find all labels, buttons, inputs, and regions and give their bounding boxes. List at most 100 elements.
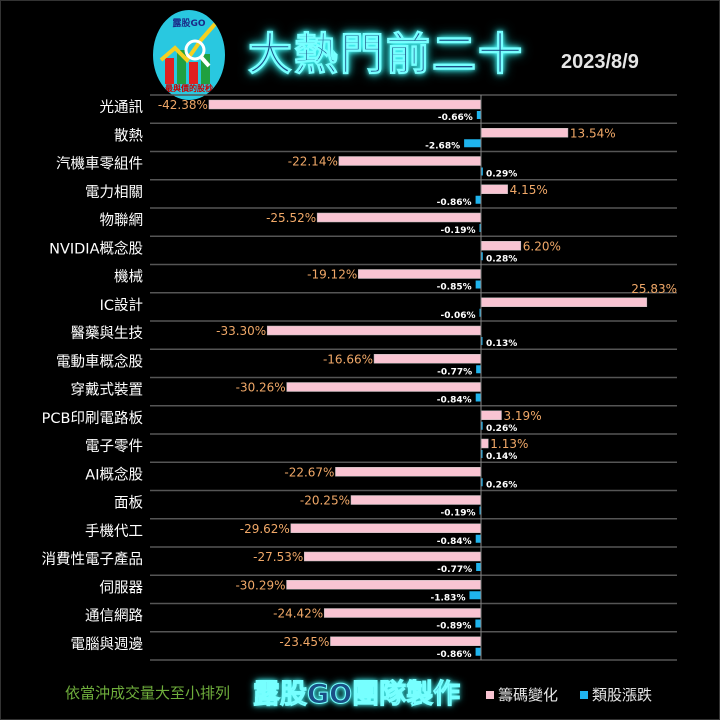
- category-label: 電腦與週邊: [71, 636, 144, 653]
- page-title: 大熱門前二十: [248, 29, 524, 81]
- chip-bar: [266, 325, 482, 336]
- category-label: 汽機車零組件: [56, 156, 143, 173]
- sector-bar: [479, 308, 481, 317]
- sector-label: -0.85%: [437, 283, 472, 293]
- chip-bar: [286, 580, 482, 590]
- chip-label: 4.15%: [510, 183, 548, 197]
- chip-bar: [480, 241, 522, 251]
- sector-bar: [464, 139, 481, 148]
- sector-label: 0.28%: [486, 254, 517, 264]
- chip-bar: [335, 467, 482, 477]
- sector-bar: [475, 534, 481, 543]
- sector-label: -0.84%: [437, 396, 472, 406]
- sector-label: 0.13%: [486, 339, 517, 349]
- chip-label: -29.62%: [240, 522, 290, 536]
- chip-label: -20.25%: [300, 494, 350, 508]
- sector-label: -0.77%: [437, 367, 472, 377]
- chip-bar: [480, 410, 502, 420]
- category-label: 穿戴式裝置: [71, 382, 144, 399]
- chip-label: -30.29%: [235, 578, 285, 592]
- category-label: 手機代工: [85, 523, 143, 540]
- chip-bar: [350, 495, 482, 505]
- chip-bar: [330, 636, 482, 646]
- chip-bar: [323, 608, 482, 618]
- category-label: 電動車概念股: [56, 352, 143, 370]
- category-label: 物聯網: [100, 212, 144, 229]
- sector-bar: [481, 252, 483, 261]
- chip-bar: [286, 382, 482, 392]
- chart-logo-icon: [159, 22, 217, 84]
- chip-bar: [480, 128, 569, 138]
- sector-bar: [481, 421, 483, 430]
- sector-label: -0.19%: [441, 509, 476, 519]
- sector-bar: [481, 337, 483, 345]
- logo: 露股GO 最與價的股秒: [153, 10, 225, 100]
- chip-bar: [304, 551, 482, 562]
- category-label: 散熱: [114, 127, 143, 144]
- chip-label: -23.45%: [279, 635, 329, 649]
- sector-bar: [476, 563, 481, 571]
- chip-bar: [357, 269, 482, 279]
- chip-label: -33.30%: [216, 324, 266, 338]
- chip-bar: [208, 99, 482, 110]
- sector-bar: [475, 280, 481, 289]
- sector-label: -0.86%: [437, 650, 472, 660]
- sector-label: 0.26%: [486, 480, 517, 490]
- sector-bar: [469, 591, 481, 600]
- sector-bar: [476, 365, 481, 374]
- sector-label: 0.26%: [486, 424, 517, 434]
- category-label: AI概念股: [85, 465, 143, 483]
- chip-label: -25.52%: [266, 211, 316, 225]
- sector-label: -0.06%: [441, 311, 476, 321]
- sector-label: -2.68%: [425, 141, 460, 151]
- logo-text-top: 露股GO: [172, 19, 206, 29]
- category-label: NVIDIA概念股: [49, 239, 143, 257]
- sector-bar: [481, 478, 483, 487]
- chip-label: -19.12%: [307, 268, 357, 282]
- chip-bar: [480, 297, 648, 307]
- sector-bar: [479, 506, 481, 515]
- category-label: 電力相關: [85, 184, 143, 201]
- legend-label-chip: 籌碼變化: [498, 686, 559, 704]
- sector-label: 0.14%: [486, 452, 517, 462]
- sector-bar: [475, 647, 481, 656]
- legend-item-sector: 類股漲跌: [580, 684, 652, 705]
- sector-label: -0.19%: [441, 226, 476, 236]
- team-credit: 露股GO團隊製作: [252, 679, 461, 711]
- category-label: 伺服器: [100, 579, 144, 596]
- chip-label: -42.38%: [158, 98, 208, 112]
- chip-bar: [316, 212, 482, 223]
- sector-label: -1.83%: [431, 593, 466, 603]
- category-label: 面板: [114, 494, 143, 512]
- legend-swatch-chip: [486, 690, 494, 699]
- sector-bar: [479, 224, 481, 232]
- chip-label: -30.26%: [236, 381, 286, 395]
- chip-label: 3.19%: [503, 409, 541, 423]
- sector-bar: [475, 393, 481, 402]
- sector-bar: [475, 619, 481, 628]
- category-label: 機械: [114, 269, 143, 286]
- chip-label: -22.67%: [284, 465, 334, 479]
- chip-bar: [480, 184, 508, 194]
- chip-label: 25.83%: [631, 282, 677, 296]
- legend-swatch-sector: [580, 690, 588, 699]
- category-label: 通信網路: [85, 608, 143, 625]
- category-label: 消費性電子產品: [42, 551, 144, 568]
- sort-note: 依當沖成交量大至小排列: [65, 684, 231, 702]
- chip-label: -16.66%: [323, 352, 373, 366]
- chip-label: -22.14%: [288, 155, 338, 169]
- legend-item-chip: 籌碼變化: [486, 684, 558, 705]
- chip-bar: [290, 523, 482, 533]
- chip-bar: [373, 354, 482, 364]
- category-label: 醫藥與生技: [71, 325, 144, 342]
- sector-label: -0.77%: [437, 565, 472, 575]
- date: 2023/8/9: [561, 51, 639, 73]
- sector-bar: [475, 195, 481, 204]
- sector-bar: [476, 111, 481, 119]
- category-label: PCB印刷電路板: [42, 409, 144, 427]
- chip-label: -27.53%: [253, 550, 303, 564]
- sector-label: -0.84%: [437, 537, 472, 547]
- sector-label: 0.29%: [486, 170, 517, 180]
- sector-bar: [481, 450, 483, 458]
